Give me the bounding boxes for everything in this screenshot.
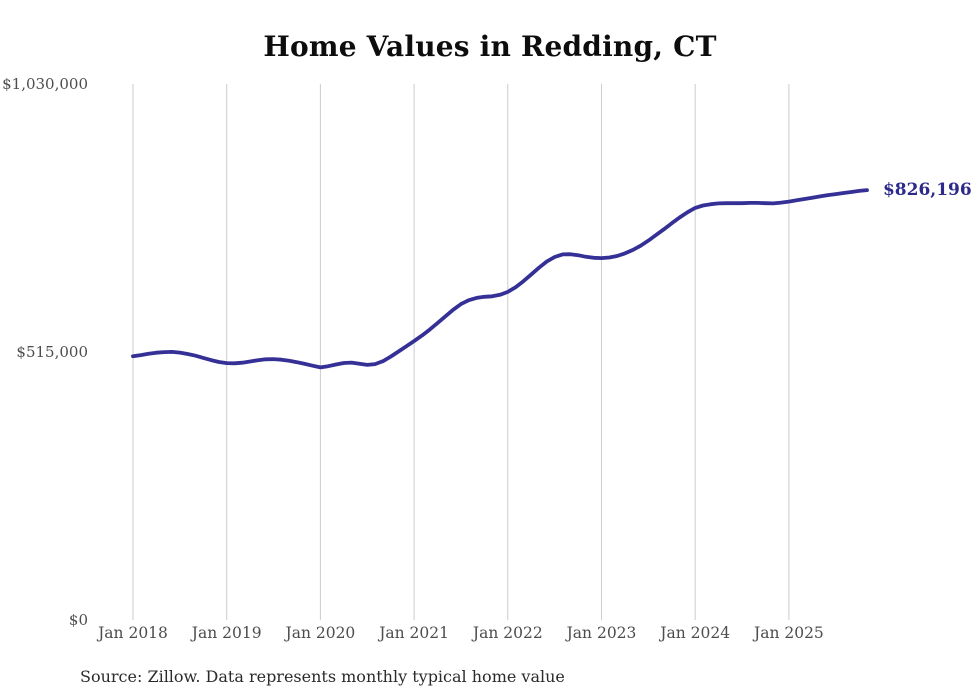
source-note: Source: Zillow. Data represents monthly … — [80, 667, 565, 686]
y-tick-label: $1,030,000 — [2, 75, 88, 93]
home-value-line-series — [131, 188, 869, 370]
y-tick-label: $0 — [68, 611, 88, 629]
y-tick-label: $515,000 — [16, 343, 88, 361]
x-tick-label: Jan 2019 — [191, 624, 262, 642]
x-tick-label: Jan 2022 — [472, 624, 543, 642]
x-tick-label: Jan 2025 — [753, 624, 824, 642]
chart-title: Home Values in Redding, CT — [263, 30, 717, 63]
x-tick-label: Jan 2020 — [285, 624, 356, 642]
x-tick-label: Jan 2024 — [660, 624, 731, 642]
x-tick-label: Jan 2018 — [98, 624, 168, 642]
x-tick-label: Jan 2021 — [379, 624, 449, 642]
end-value-label: $826,196 — [882, 180, 972, 201]
x-tick-label: Jan 2023 — [566, 624, 637, 642]
vertical-gridlines — [132, 84, 790, 620]
